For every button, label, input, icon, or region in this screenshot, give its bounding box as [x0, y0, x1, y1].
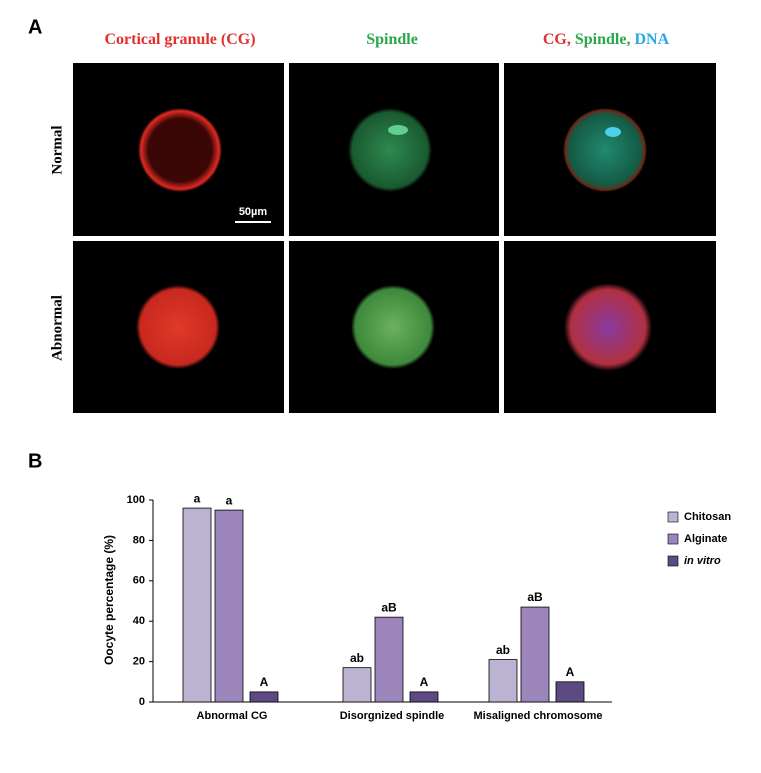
bar [520, 606, 550, 703]
bar [182, 507, 212, 703]
x-tick-label: Abnormal CG [197, 710, 268, 722]
row-title: Normal [49, 125, 65, 174]
legend-swatch [667, 555, 679, 567]
y-tick-label: 20 [133, 656, 145, 668]
y-tick-label: 100 [127, 494, 145, 506]
significance-letter: aB [527, 590, 543, 604]
bar [342, 667, 372, 703]
column-title-part: DNA [634, 31, 669, 48]
bar [555, 681, 585, 703]
bar [409, 691, 439, 703]
column-title-part: Spindle [366, 31, 418, 48]
scale-bar-label: 50µm [239, 206, 268, 218]
panel-label: B [28, 450, 42, 472]
significance-letter: A [420, 675, 429, 689]
micrographs [73, 63, 716, 413]
x-tick-label: Misaligned chromosome [474, 710, 603, 722]
column-title: CG, Spindle, DNA [543, 31, 670, 48]
bar [488, 659, 518, 703]
y-tick-label: 60 [133, 575, 145, 587]
column-title-part: Cortical granule (CG) [104, 31, 255, 48]
bar [249, 691, 279, 703]
significance-letter: a [226, 493, 233, 507]
y-tick-label: 80 [133, 534, 145, 546]
significance-letter: A [566, 665, 575, 679]
significance-letter: a [194, 491, 201, 505]
column-title-part: Spindle, [575, 31, 635, 48]
significance-letter: ab [496, 643, 510, 657]
legend-label: Chitosan [684, 511, 731, 523]
y-axis-label: Oocyte percentage (%) [102, 535, 116, 665]
column-title: Cortical granule (CG) [104, 31, 255, 48]
significance-letter: aB [381, 600, 397, 614]
y-tick-label: 40 [133, 615, 145, 627]
panel-label: A [28, 16, 42, 38]
significance-letter: ab [350, 651, 364, 665]
bar [214, 509, 244, 703]
bar [374, 616, 404, 703]
legend-label: in vitro [684, 555, 721, 567]
row-title: Abnormal [49, 295, 65, 361]
x-tick-label: Disorgnized spindle [340, 710, 445, 722]
column-title: Spindle [366, 31, 418, 48]
y-tick-label: 0 [139, 696, 145, 708]
legend-swatch [667, 511, 679, 523]
column-title-part: CG, [543, 31, 575, 48]
legend-label: Alginate [684, 533, 727, 545]
legend-swatch [667, 533, 679, 545]
significance-letter: A [260, 675, 269, 689]
